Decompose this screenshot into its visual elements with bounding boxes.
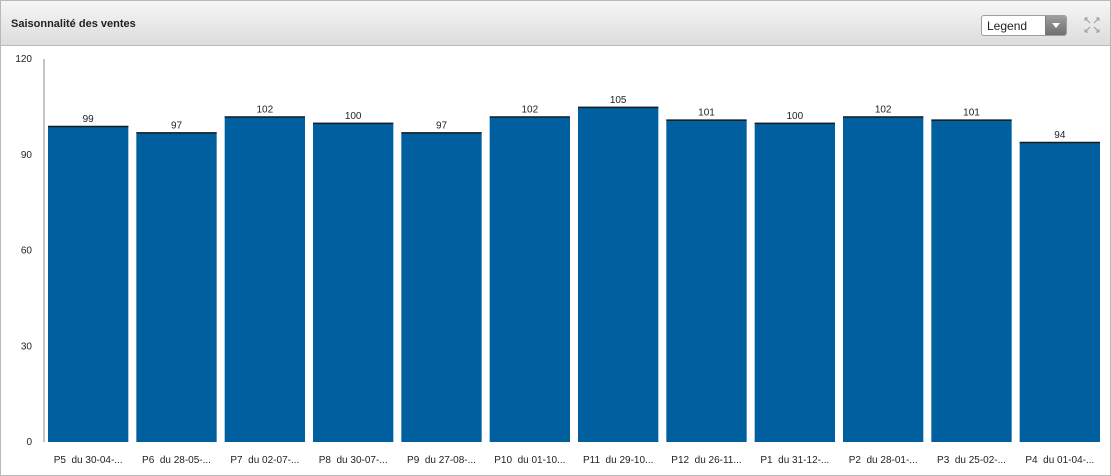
data-label: 97 — [436, 120, 448, 131]
x-tick-label: P4 du 01-04-... — [1025, 455, 1094, 466]
data-label: 101 — [963, 108, 980, 119]
y-tick-label: 120 — [15, 54, 32, 65]
x-tick-label: P3 du 25-02-... — [937, 455, 1006, 466]
legend-dropdown-label: Legend — [987, 19, 1028, 33]
x-tick-label: P10 du 01-10... — [494, 455, 565, 466]
bar[interactable] — [136, 132, 217, 443]
data-label: 100 — [345, 111, 362, 122]
panel-header: Saisonnalité des ventes Legend — [1, 1, 1110, 46]
expand-icon[interactable] — [1083, 16, 1101, 34]
data-label: 102 — [875, 104, 892, 115]
bar[interactable] — [48, 126, 129, 443]
chart-title: Saisonnalité des ventes — [11, 18, 136, 30]
bar[interactable] — [666, 119, 747, 443]
bar[interactable] — [578, 106, 659, 442]
bar[interactable] — [224, 116, 305, 442]
x-tick-label: P9 du 27-08-... — [407, 455, 476, 466]
bar[interactable] — [489, 116, 570, 442]
y-tick-label: 60 — [21, 246, 33, 257]
data-label: 99 — [83, 114, 95, 125]
x-tick-label: P2 du 28-01-... — [849, 455, 918, 466]
x-tick-label: P8 du 30-07-... — [319, 455, 388, 466]
x-tick-label: P7 du 02-07-... — [230, 455, 299, 466]
data-label: 102 — [521, 104, 538, 115]
x-tick-label: P12 du 26-11... — [671, 455, 741, 466]
data-label: 97 — [171, 120, 183, 131]
legend-dropdown[interactable]: Legend — [981, 15, 1067, 36]
bar[interactable] — [754, 122, 835, 442]
y-tick-label: 0 — [26, 437, 32, 448]
x-tick-label: P5 du 30-04-... — [54, 455, 123, 466]
bar[interactable] — [401, 132, 482, 443]
data-label: 101 — [698, 108, 715, 119]
x-tick-label: P6 du 28-05-... — [142, 455, 211, 466]
data-label: 100 — [786, 111, 803, 122]
chevron-down-icon[interactable] — [1045, 16, 1066, 35]
data-label: 102 — [256, 104, 273, 115]
data-label: 105 — [610, 95, 627, 106]
x-tick-label: P11 du 29-10... — [583, 455, 653, 466]
bar[interactable] — [843, 116, 924, 442]
bar[interactable] — [931, 119, 1012, 443]
bar[interactable] — [313, 122, 394, 442]
data-label: 94 — [1054, 130, 1066, 141]
x-tick-label: P1 du 31-12-... — [760, 455, 829, 466]
y-tick-label: 30 — [21, 341, 33, 352]
bar[interactable] — [1019, 141, 1100, 442]
y-tick-label: 90 — [21, 150, 33, 161]
